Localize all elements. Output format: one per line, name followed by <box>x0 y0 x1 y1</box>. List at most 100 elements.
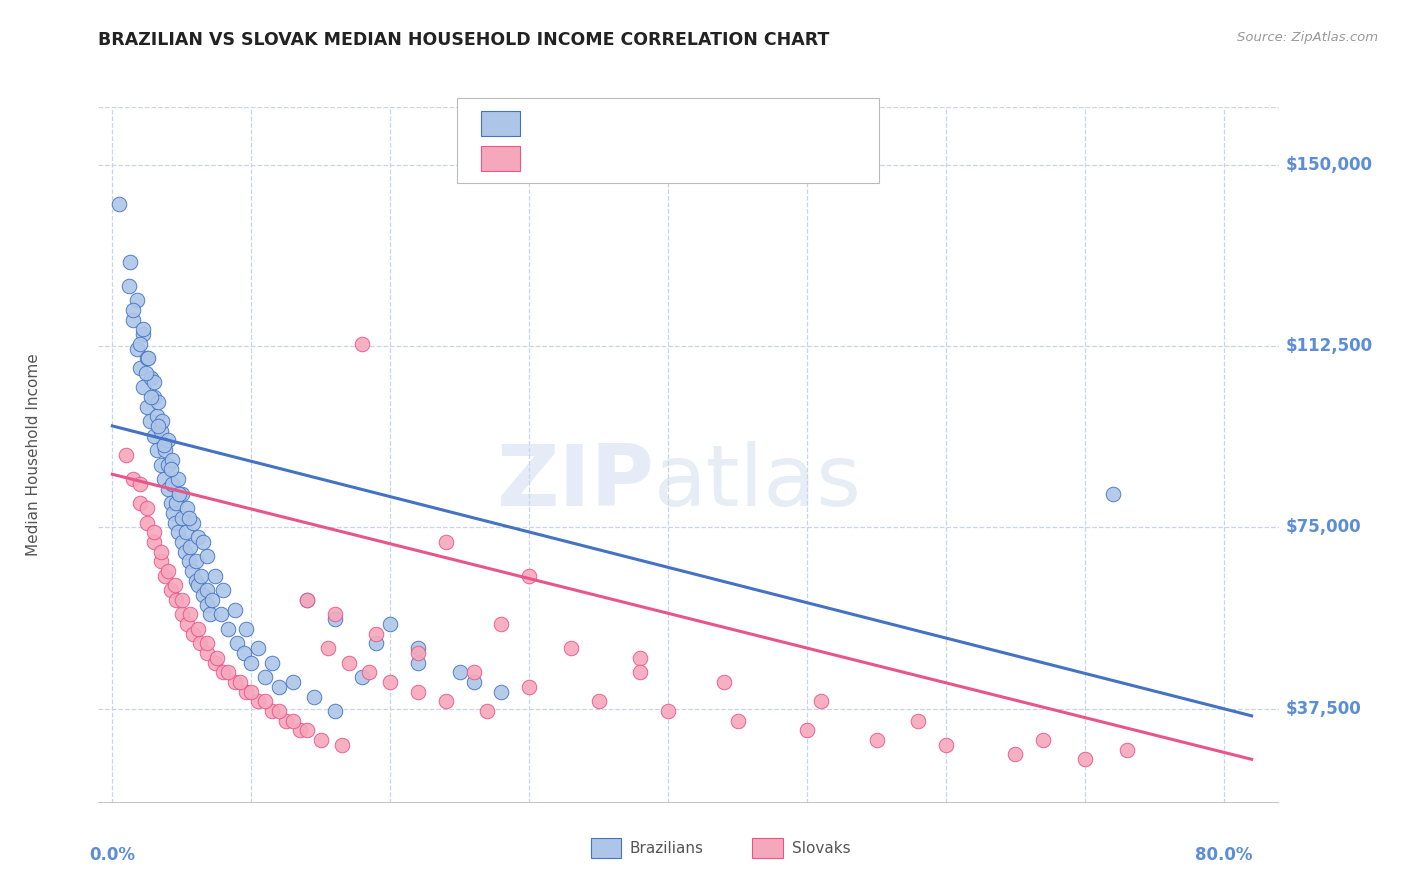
Point <box>165 496 187 510</box>
Point <box>181 626 204 640</box>
Point <box>295 723 318 738</box>
Point <box>254 694 277 708</box>
Point <box>153 568 176 582</box>
Point <box>323 612 346 626</box>
Point <box>143 390 166 404</box>
Point <box>204 568 226 582</box>
Point <box>935 738 957 752</box>
Point <box>657 704 679 718</box>
Point <box>143 534 166 549</box>
Point <box>129 496 152 510</box>
Point <box>149 458 172 472</box>
Point <box>184 574 207 588</box>
Point <box>141 390 163 404</box>
Text: Source: ZipAtlas.com: Source: ZipAtlas.com <box>1237 31 1378 45</box>
Point <box>628 665 651 680</box>
Point <box>352 670 374 684</box>
Point <box>191 588 214 602</box>
Point <box>146 443 169 458</box>
Point <box>170 607 193 622</box>
Point <box>267 704 290 718</box>
Point <box>907 714 929 728</box>
Point <box>406 646 429 660</box>
Point <box>187 622 209 636</box>
Point <box>156 482 179 496</box>
Point <box>136 400 159 414</box>
Point <box>160 476 183 491</box>
Point <box>247 694 270 708</box>
Point <box>146 419 169 434</box>
Point <box>120 254 142 268</box>
Point <box>166 472 188 486</box>
Point <box>141 370 163 384</box>
Point <box>122 312 145 326</box>
Point <box>163 516 186 530</box>
Point <box>281 675 304 690</box>
Point <box>274 714 297 728</box>
Point <box>160 452 183 467</box>
Text: BRAZILIAN VS SLOVAK MEDIAN HOUSEHOLD INCOME CORRELATION CHART: BRAZILIAN VS SLOVAK MEDIAN HOUSEHOLD INC… <box>98 31 830 49</box>
Point <box>229 675 252 690</box>
Point <box>477 704 499 718</box>
Point <box>810 694 832 708</box>
Point <box>122 472 145 486</box>
Point <box>149 544 172 558</box>
Point <box>156 434 179 448</box>
Point <box>406 656 429 670</box>
Point <box>865 733 887 747</box>
Point <box>149 424 172 438</box>
Point <box>226 636 249 650</box>
Point <box>195 646 218 660</box>
Point <box>127 293 149 308</box>
Point <box>295 592 318 607</box>
Point <box>1032 733 1054 747</box>
Point <box>281 714 304 728</box>
Point <box>240 656 263 670</box>
Point <box>170 510 193 524</box>
Point <box>366 626 388 640</box>
Point <box>174 525 197 540</box>
Point <box>463 665 485 680</box>
Point <box>201 592 224 607</box>
Point <box>380 617 402 632</box>
Point <box>177 510 200 524</box>
Point <box>380 675 402 690</box>
Point <box>198 607 221 622</box>
Point <box>235 684 257 698</box>
Text: ZIP: ZIP <box>496 442 654 524</box>
Point <box>588 694 610 708</box>
Point <box>288 723 311 738</box>
Point <box>195 598 218 612</box>
Point <box>491 684 513 698</box>
Point <box>167 486 190 500</box>
Point <box>463 675 485 690</box>
Point <box>254 670 277 684</box>
Point <box>1074 752 1097 766</box>
Point <box>309 733 332 747</box>
Text: Brazilians: Brazilians <box>630 841 704 855</box>
Point <box>560 641 582 656</box>
Point <box>173 544 195 558</box>
Text: $37,500: $37,500 <box>1285 699 1361 717</box>
Point <box>491 617 513 632</box>
Point <box>159 583 181 598</box>
Point <box>152 472 174 486</box>
Point <box>628 651 651 665</box>
Point <box>187 578 209 592</box>
Point <box>359 665 381 680</box>
Point <box>132 322 155 336</box>
Text: R =  -0.473   N = 75: R = -0.473 N = 75 <box>531 150 730 168</box>
Point <box>153 443 176 458</box>
Text: Median Household Income: Median Household Income <box>25 353 41 557</box>
Point <box>1115 742 1137 756</box>
Point <box>212 583 235 598</box>
Point <box>240 684 263 698</box>
Point <box>166 525 188 540</box>
Point <box>235 622 257 636</box>
Point <box>156 564 179 578</box>
Point <box>406 684 429 698</box>
Point <box>136 351 159 366</box>
Point <box>159 496 181 510</box>
Point <box>187 530 209 544</box>
Point <box>170 592 193 607</box>
